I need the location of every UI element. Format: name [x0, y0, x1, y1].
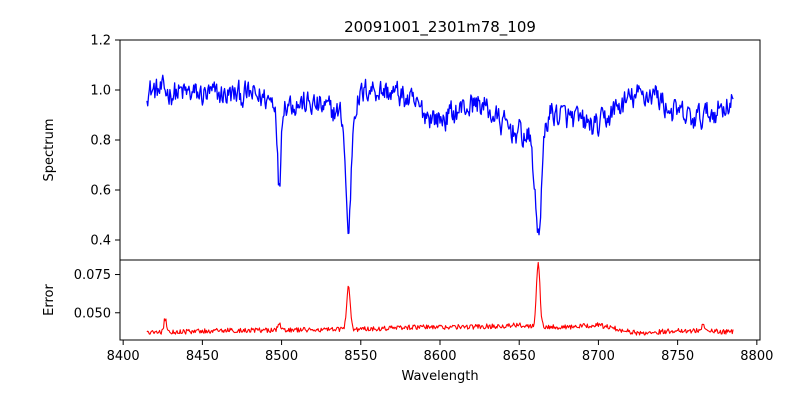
x-tick-label: 8450 [186, 349, 219, 364]
x-tick-label: 8400 [107, 349, 140, 364]
spectrum-y-tick-label: 0.4 [90, 234, 111, 249]
x-ticks: 8400 8450 8500 8550 8600 8650 8700 8750 8800 [107, 340, 773, 364]
spectrum-y-tick-label: 1.2 [90, 34, 111, 49]
spectrum-y-tick-label: 1.0 [90, 84, 111, 99]
x-tick-label: 8550 [344, 349, 377, 364]
x-tick-label: 8800 [740, 349, 773, 364]
error-y-axis-label: Error [42, 284, 57, 316]
x-axis-label: Wavelength [401, 369, 478, 384]
x-tick-label: 8600 [423, 349, 456, 364]
error-axes-frame [119, 259, 761, 341]
spectrum-y-tick-label: 0.8 [90, 134, 111, 149]
spectrum-axes-frame [119, 39, 761, 261]
error-y-ticks: 0.050 0.075 [74, 268, 120, 321]
x-tick-label: 8650 [503, 349, 536, 364]
x-tick-label: 8750 [661, 349, 694, 364]
spectrum-series-line [146, 74, 734, 236]
error-series-line [146, 261, 734, 336]
spectrum-y-ticks: 0.4 0.6 0.8 1.0 1.2 [90, 34, 120, 249]
spectrum-y-tick-label: 0.6 [90, 184, 111, 199]
chart-title: 20091001_2301m78_109 [344, 18, 536, 37]
error-y-tick-label: 0.050 [74, 306, 111, 321]
error-y-tick-label: 0.075 [74, 268, 111, 283]
spectrum-y-axis-label: Spectrum [42, 119, 57, 182]
x-tick-label: 8500 [265, 349, 298, 364]
x-tick-label: 8700 [582, 349, 615, 364]
spectrum-panel: 0.4 0.6 0.8 1.0 1.2 Spectrum [42, 34, 761, 261]
